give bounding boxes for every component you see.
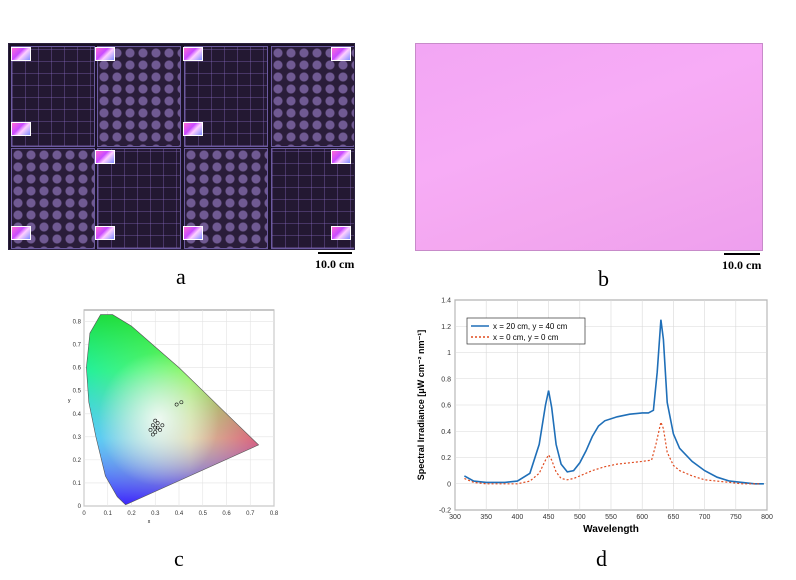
chromaticity-point — [148, 428, 153, 432]
chart-d-ytick: 0.2 — [441, 455, 451, 462]
chart-c-ytick: 0.4 — [73, 412, 82, 418]
chromaticity-point — [179, 400, 184, 405]
chart-d-xtick: 550 — [605, 514, 617, 521]
chromaticity-diagram: 0 0.1 0.2 0.3 0.4 0.5 0.6 0.7 0.8 0 0.1 0.2 0.3 0.4 0.… — [68, 309, 279, 525]
color-led — [183, 122, 203, 136]
panel-label-b: b — [598, 266, 609, 291]
color-led — [11, 226, 31, 240]
panel-label-d: d — [596, 546, 607, 571]
chart-c-ytick: 0.1 — [73, 481, 82, 487]
chromaticity-point — [153, 425, 158, 430]
chromaticity-point — [158, 428, 162, 432]
chart-d-xtick: 300 — [449, 514, 461, 521]
color-led — [11, 47, 31, 61]
chart-d-xtick: 700 — [699, 514, 711, 521]
chart-d-ytick: 0.6 — [441, 403, 451, 410]
chart-d-ytick: 1.4 — [441, 298, 451, 305]
chart-c-xtick: 0.5 — [199, 511, 208, 517]
chart-c-ytick: 0 — [78, 504, 82, 510]
legend-entry: x = 0 cm, y = 0 cm — [493, 333, 559, 342]
chart-d-ytick: 0 — [447, 481, 451, 488]
color-led — [183, 47, 203, 61]
chart-c-xlabel: x — [148, 519, 151, 525]
chart-d-ytick: -0.2 — [439, 508, 451, 515]
chromaticity-point — [174, 402, 179, 407]
chart-c-xtick: 0.7 — [246, 511, 255, 517]
chart-d-xtick: 650 — [668, 514, 680, 521]
chart-d-xtick: 500 — [574, 514, 586, 521]
chromaticity-point — [155, 421, 160, 425]
chart-c-ylabel: y — [68, 398, 71, 404]
chart-c-ytick: 0.5 — [73, 389, 82, 395]
chromaticity-point — [153, 418, 158, 423]
spectrum-series-1 — [464, 319, 764, 485]
chart-c-xtick: 0.1 — [104, 511, 113, 517]
chart-c-xtick: 0.3 — [151, 511, 160, 517]
spectral-chart: 300 350 400 450 500 550 600 650 700 750 800 -0.2 0 0.… — [416, 298, 773, 536]
color-led — [331, 47, 351, 61]
spectrum-series-2 — [464, 420, 761, 485]
chart-d-legend: x = 20 cm, y = 40 cm x = 0 cm, y = 0 cm — [466, 317, 586, 345]
chart-d-ytick: 1 — [447, 350, 451, 357]
chart-c-ytick: 0.8 — [73, 320, 82, 326]
chart-c-ytick: 0.2 — [73, 458, 82, 464]
chart-d-ylabel: Spectral Irradiance [μW cm⁻² nm⁻¹] — [416, 330, 426, 481]
panel-label-a: a — [176, 264, 186, 289]
illumination-photo — [415, 43, 763, 251]
chart-d-ytick: 0.8 — [441, 376, 451, 383]
chart-d-ytick: 0.4 — [441, 429, 451, 436]
scale-label-a: 10.0 cm — [315, 257, 355, 271]
color-led — [331, 150, 351, 164]
chart-d-xtick: 750 — [730, 514, 742, 521]
chromaticity-point — [153, 430, 158, 435]
led-array-photo — [8, 43, 355, 250]
color-led — [331, 226, 351, 240]
chart-c-ytick: 0.7 — [73, 343, 82, 349]
color-led — [95, 47, 115, 61]
color-led — [95, 150, 115, 164]
chart-d-xtick: 400 — [512, 514, 524, 521]
color-led — [95, 226, 115, 240]
chart-c-xtick: 0.2 — [127, 511, 136, 517]
chromaticity-point — [155, 425, 160, 430]
chart-d-xlabel: Wavelength — [583, 524, 639, 535]
chart-c-xtick: 0.8 — [270, 511, 279, 517]
spectral-locus — [86, 314, 260, 506]
scale-bar-b — [724, 253, 760, 255]
panel-label-c: c — [174, 546, 184, 571]
chart-d-xtick: 800 — [761, 514, 773, 521]
color-led — [11, 122, 31, 136]
scale-label-b: 10.0 cm — [722, 258, 762, 272]
chart-c-xtick: 0 — [82, 511, 86, 517]
chart-d-xtick: 600 — [636, 514, 648, 521]
chart-c-ytick: 0.3 — [73, 435, 82, 441]
chart-d-ytick: 1.2 — [441, 324, 451, 331]
chart-c-xtick: 0.6 — [222, 511, 231, 517]
chart-c-ytick: 0.6 — [73, 366, 82, 372]
chart-d-xtick: 350 — [480, 514, 492, 521]
chromaticity-point — [150, 432, 155, 437]
chromaticity-point — [160, 423, 165, 428]
led-tile — [271, 46, 354, 147]
led-tile — [97, 46, 181, 147]
chromaticity-point — [150, 423, 155, 428]
chart-c-xtick: 0.4 — [175, 511, 184, 517]
color-led — [183, 226, 203, 240]
scale-bar-a — [318, 252, 352, 254]
legend-entry: x = 20 cm, y = 40 cm — [493, 322, 568, 331]
chart-d-xtick: 450 — [543, 514, 555, 521]
